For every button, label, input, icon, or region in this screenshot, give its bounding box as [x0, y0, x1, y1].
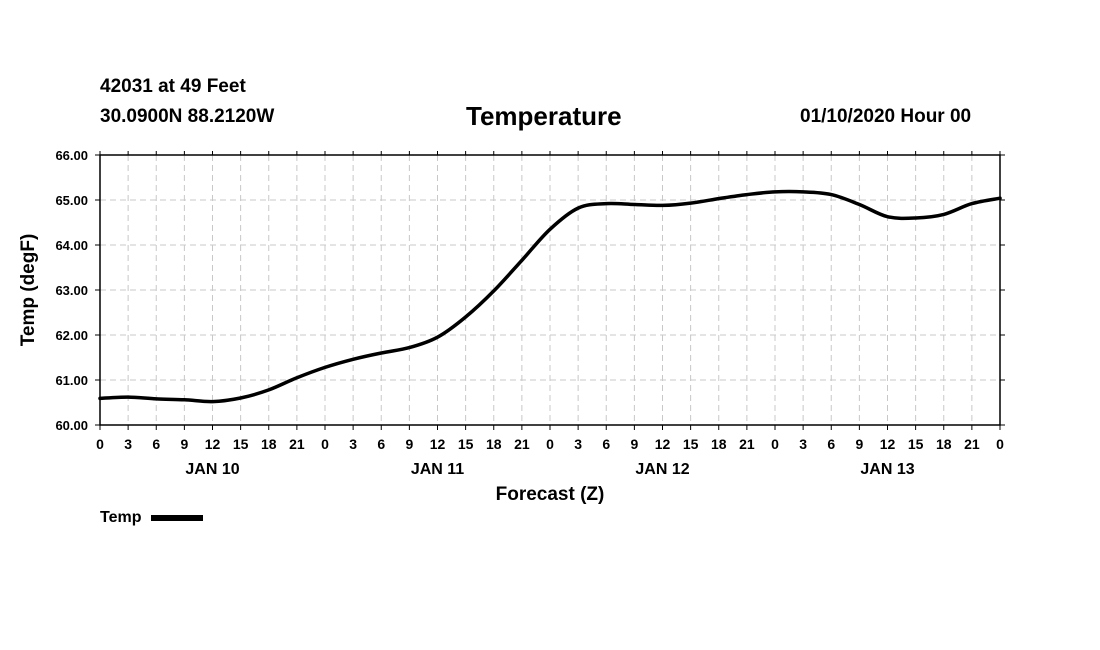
x-tick-label: 15 — [908, 436, 924, 452]
x-tick-label: 0 — [96, 436, 104, 452]
x-tick-label: 3 — [349, 436, 357, 452]
x-tick-label: 3 — [574, 436, 582, 452]
y-tick-label: 60.00 — [55, 418, 88, 433]
x-tick-label: 12 — [205, 436, 221, 452]
x-tick-label: 6 — [827, 436, 835, 452]
day-label: JAN 11 — [411, 461, 464, 478]
x-tick-label: 12 — [655, 436, 671, 452]
y-tick-labels: 60.00 61.00 62.00 63.00 64.00 65.00 66.00 — [55, 148, 88, 433]
x-tick-label: 9 — [855, 436, 863, 452]
x-tick-label: 0 — [771, 436, 779, 452]
y-tick-label: 61.00 — [55, 373, 88, 388]
x-tick-label: 6 — [602, 436, 610, 452]
legend-swatch-temp — [151, 515, 204, 521]
x-tick-label: 6 — [377, 436, 385, 452]
station-label: 42031 at 49 Feet — [100, 76, 246, 97]
forecast-run-time: 01/10/2020 Hour 00 — [800, 106, 972, 127]
x-tick-label: 0 — [321, 436, 329, 452]
day-label: JAN 13 — [860, 461, 914, 478]
x-tick-label: 3 — [124, 436, 132, 452]
y-tick-label: 66.00 — [55, 148, 88, 163]
axis-ticks — [95, 151, 1005, 430]
x-axis-label: Forecast (Z) — [496, 484, 605, 505]
x-tick-label: 18 — [936, 436, 952, 452]
grid-lines — [100, 155, 1000, 425]
x-tick-label: 15 — [233, 436, 249, 452]
x-tick-label: 21 — [514, 436, 530, 452]
y-tick-label: 64.00 — [55, 238, 88, 253]
x-tick-label: 21 — [964, 436, 980, 452]
x-tick-label: 21 — [739, 436, 755, 452]
x-tick-label: 9 — [405, 436, 413, 452]
x-tick-label: 15 — [683, 436, 699, 452]
x-tick-label: 15 — [458, 436, 474, 452]
x-tick-label: 12 — [880, 436, 896, 452]
x-tick-label: 18 — [711, 436, 727, 452]
y-tick-label: 62.00 — [55, 328, 88, 343]
x-tick-label: 0 — [996, 436, 1004, 452]
y-tick-label: 63.00 — [55, 283, 88, 298]
x-tick-label: 3 — [799, 436, 807, 452]
x-tick-label: 21 — [289, 436, 305, 452]
x-tick-label: 0 — [546, 436, 554, 452]
day-label: JAN 10 — [185, 461, 239, 478]
x-tick-label: 9 — [180, 436, 188, 452]
x-tick-label: 9 — [630, 436, 638, 452]
x-tick-label: 6 — [152, 436, 160, 452]
x-tick-label: 18 — [261, 436, 277, 452]
x-tick-label: 18 — [486, 436, 502, 452]
day-labels: JAN 10 JAN 11 JAN 12 JAN 13 — [185, 461, 914, 478]
chart-title: Temperature — [466, 101, 622, 131]
legend-label-temp: Temp — [100, 509, 142, 526]
location-coordinates: 30.0900N 88.2120W — [100, 106, 275, 127]
day-label: JAN 12 — [635, 461, 689, 478]
x-tick-labels: 0 3 6 9 12 15 18 21 0 3 6 9 12 15 18 21 0 3 6 9 12 15 18 21 0 3 6 9… — [96, 436, 1004, 452]
y-tick-label: 65.00 — [55, 193, 88, 208]
legend: Temp — [100, 509, 204, 527]
x-tick-label: 12 — [430, 436, 446, 452]
plot-frame — [99, 154, 1001, 426]
temp-series-line — [98, 189, 1002, 404]
y-axis-label: Temp (degF) — [18, 234, 39, 347]
